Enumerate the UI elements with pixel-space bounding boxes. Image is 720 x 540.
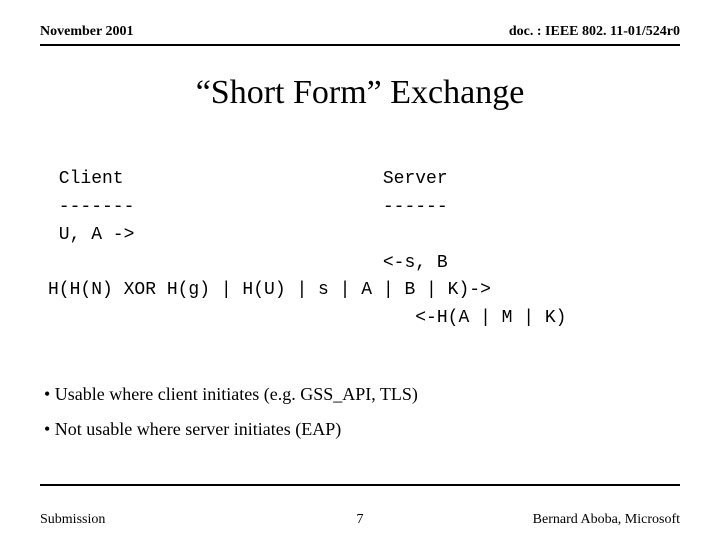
slide-header: November 2001 doc. : IEEE 802. 11-01/524… (40, 24, 680, 40)
header-date: November 2001 (40, 24, 133, 40)
protocol-line: ------- ------ (48, 197, 448, 217)
protocol-block: Client Server ------- ------ U, A -> <-s… (48, 138, 680, 333)
bullet-list: • Usable where client initiates (e.g. GS… (44, 384, 680, 454)
bullet-item: • Not usable where server initiates (EAP… (44, 419, 680, 440)
protocol-line: H(H(N) XOR H(g) | H(U) | s | A | B | K)-… (48, 280, 491, 300)
protocol-line: <-H(A | M | K) (48, 308, 566, 328)
protocol-line: U, A -> (48, 225, 134, 245)
footer-author: Bernard Aboba, Microsoft (533, 512, 680, 528)
protocol-line: <-s, B (48, 253, 448, 273)
header-doc-number: doc. : IEEE 802. 11-01/524r0 (509, 24, 680, 40)
slide-title: “Short Form” Exchange (0, 74, 720, 112)
protocol-line: Client Server (48, 169, 448, 189)
header-rule (40, 44, 680, 46)
bullet-item: • Usable where client initiates (e.g. GS… (44, 384, 680, 405)
footer-rule (40, 484, 680, 486)
